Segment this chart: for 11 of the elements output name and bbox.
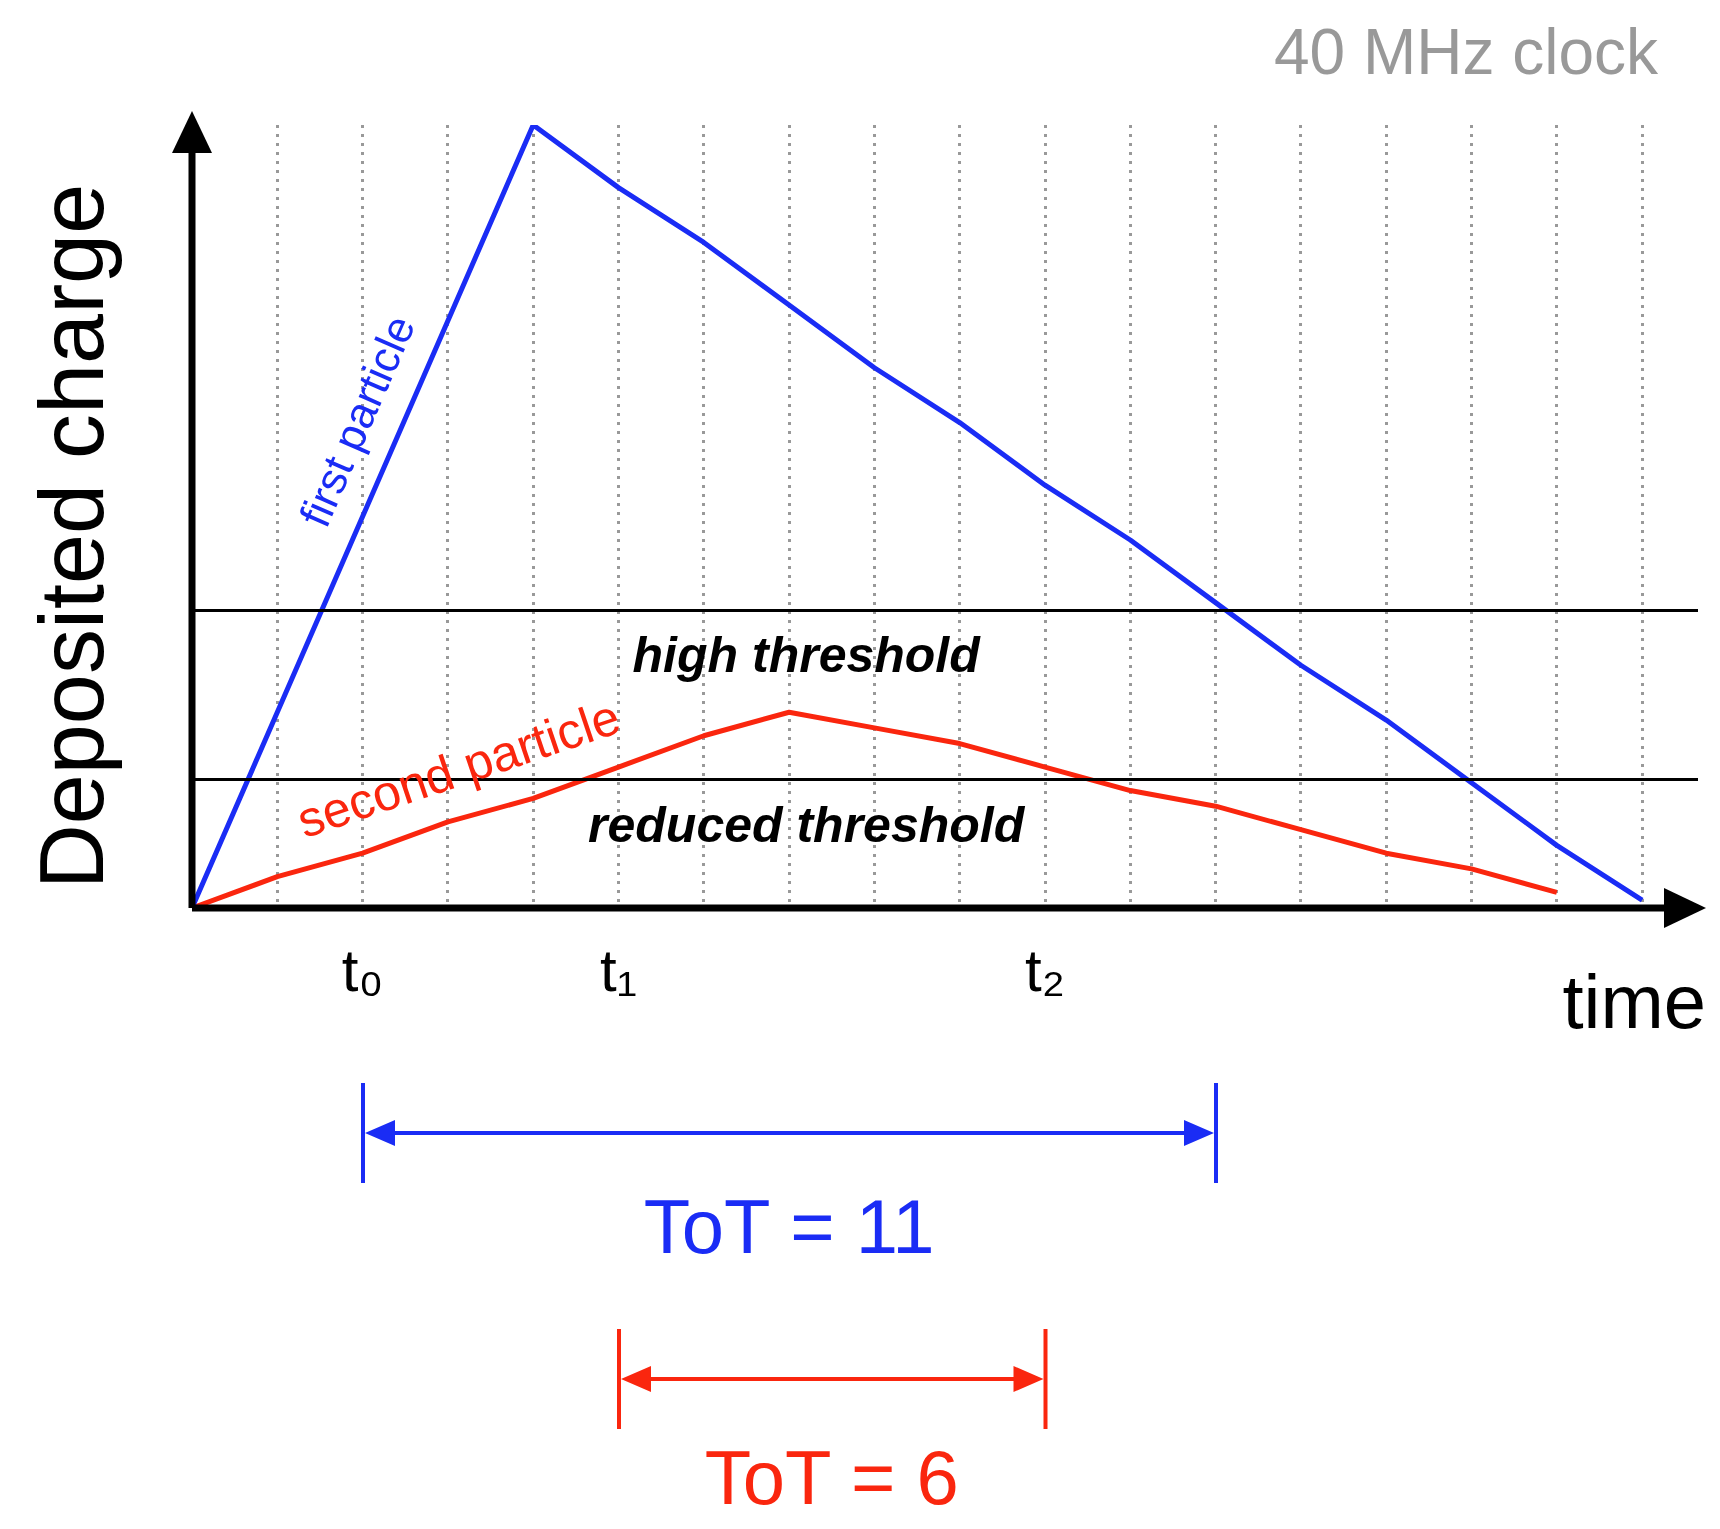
text: ToT = 6: [704, 1435, 959, 1520]
x-tick-label: t₂: [1025, 936, 1065, 1004]
text: first particle: [289, 307, 425, 534]
y-axis-title: Deposited charge: [22, 183, 122, 890]
text: ToT = 11: [643, 1184, 935, 1269]
x-axis-title: time: [1562, 959, 1706, 1044]
ref-line-label: high threshold: [632, 627, 982, 684]
ref-line-label: reduced threshold: [588, 796, 1026, 853]
text: 40 MHz clock: [1273, 16, 1659, 88]
x-tick-label: t₁: [600, 936, 637, 1004]
x-tick-label: t₀: [341, 936, 384, 1004]
